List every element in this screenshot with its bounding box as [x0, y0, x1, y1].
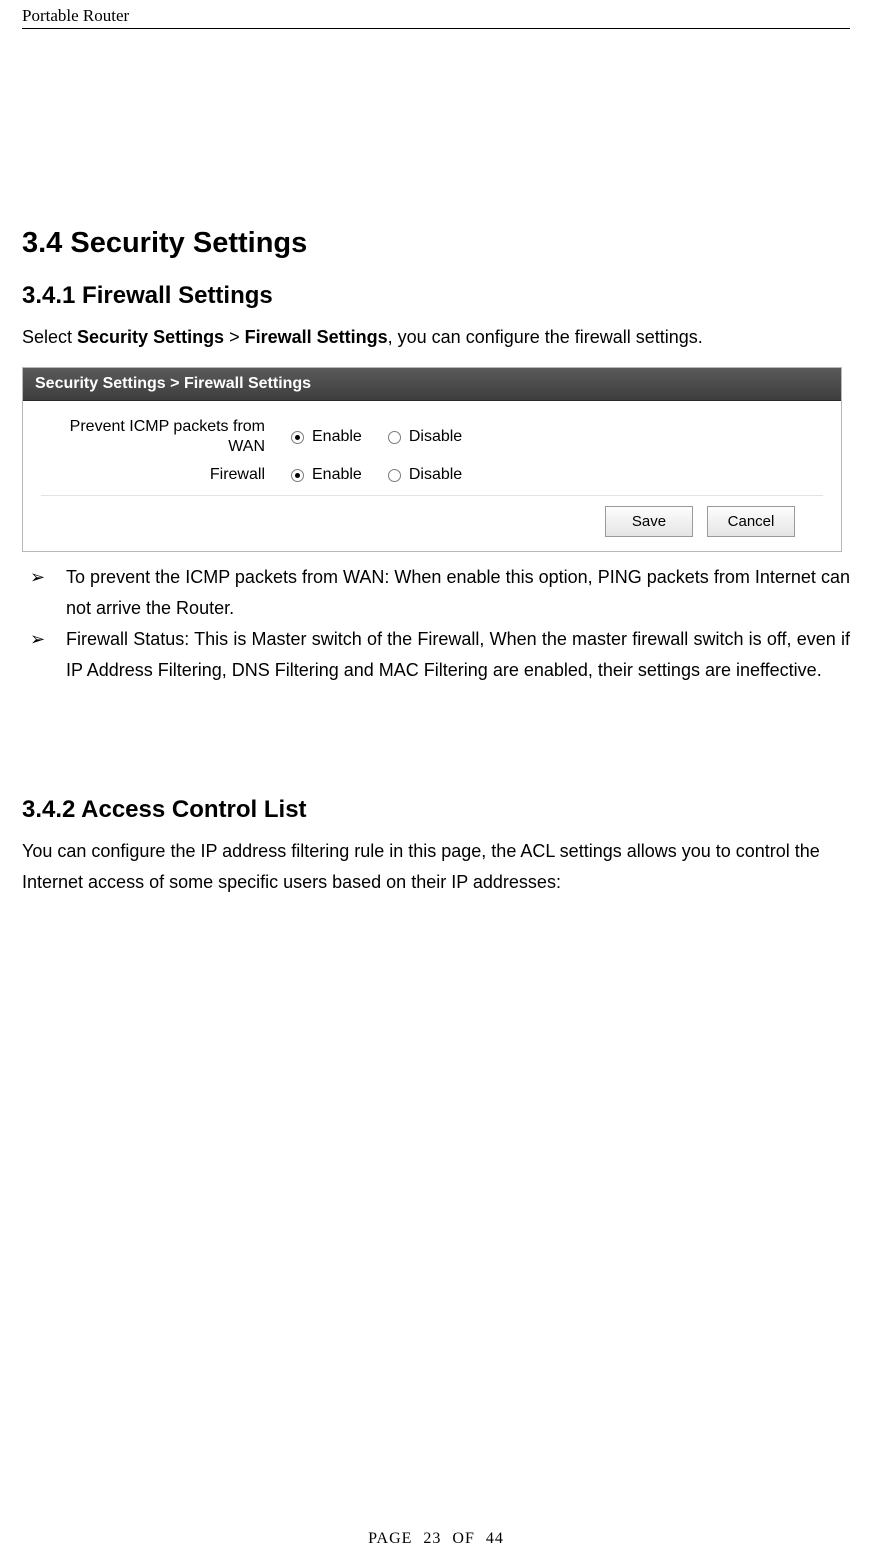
bullet-marker-icon: ➢ [22, 624, 66, 686]
radio-group-prevent-icmp: Enable Disable [291, 428, 462, 446]
panel-body: Prevent ICMP packets from WAN Enable Dis… [23, 401, 841, 551]
radio-label: Enable [312, 466, 362, 484]
heading-security-settings: 3.4 Security Settings [22, 227, 850, 260]
bullet-marker-icon: ➢ [22, 562, 66, 624]
paragraph-intro-firewall: Select Security Settings > Firewall Sett… [22, 322, 850, 353]
radio-dot-icon [388, 469, 401, 482]
bullet-list: ➢ To prevent the ICMP packets from WAN: … [22, 562, 850, 686]
text-fragment: , you can configure the firewall setting… [388, 327, 703, 347]
running-header: Portable Router [22, 0, 850, 26]
radio-enable-firewall[interactable]: Enable [291, 466, 362, 484]
bullet-text: To prevent the ICMP packets from WAN: Wh… [66, 562, 850, 624]
bullet-item: ➢ To prevent the ICMP packets from WAN: … [22, 562, 850, 624]
radio-dot-icon [291, 431, 304, 444]
cancel-button[interactable]: Cancel [707, 506, 795, 537]
radio-group-firewall: Enable Disable [291, 466, 462, 484]
label-prevent-icmp: Prevent ICMP packets from WAN [41, 417, 291, 457]
form-row-prevent-icmp: Prevent ICMP packets from WAN Enable Dis… [41, 417, 823, 457]
heading-firewall-settings: 3.4.1 Firewall Settings [22, 282, 850, 310]
radio-label: Enable [312, 428, 362, 446]
header-rule [22, 28, 850, 29]
firewall-settings-panel: Security Settings > Firewall Settings Pr… [22, 367, 842, 552]
radio-enable-icmp[interactable]: Enable [291, 428, 362, 446]
radio-disable-icmp[interactable]: Disable [388, 428, 462, 446]
heading-access-control-list: 3.4.2 Access Control List [22, 796, 850, 824]
button-row: Save Cancel [41, 495, 823, 537]
text-bold-security-settings: Security Settings [77, 327, 224, 347]
bullet-item: ➢ Firewall Status: This is Master switch… [22, 624, 850, 686]
radio-label: Disable [409, 428, 462, 446]
form-row-firewall: Firewall Enable Disable [41, 465, 823, 485]
page-footer: PAGE 23 OF 44 [0, 1530, 872, 1548]
bullet-text: Firewall Status: This is Master switch o… [66, 624, 850, 686]
document-page: Portable Router 3.4 Security Settings 3.… [0, 0, 872, 1554]
save-button[interactable]: Save [605, 506, 693, 537]
label-firewall: Firewall [41, 465, 291, 485]
paragraph-intro-acl: You can configure the IP address filteri… [22, 836, 850, 898]
text-fragment: Select [22, 327, 77, 347]
text-fragment: > [224, 327, 245, 347]
text-bold-firewall-settings: Firewall Settings [245, 327, 388, 347]
radio-disable-firewall[interactable]: Disable [388, 466, 462, 484]
radio-dot-icon [388, 431, 401, 444]
radio-label: Disable [409, 466, 462, 484]
panel-titlebar: Security Settings > Firewall Settings [23, 368, 841, 401]
radio-dot-icon [291, 469, 304, 482]
